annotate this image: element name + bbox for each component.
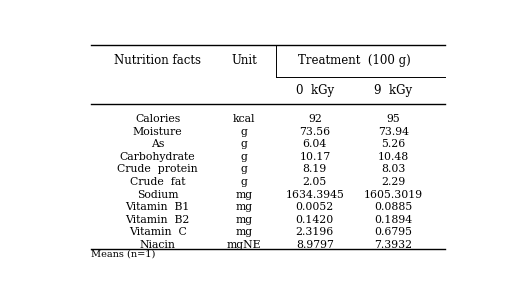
Text: 8.9797: 8.9797 <box>296 240 334 250</box>
Text: g: g <box>241 165 247 174</box>
Text: g: g <box>241 152 247 162</box>
Text: 0  kGy: 0 kGy <box>296 84 334 97</box>
Text: 0.0885: 0.0885 <box>374 202 413 212</box>
Text: Crude  fat: Crude fat <box>130 177 186 187</box>
Text: Means (n=1): Means (n=1) <box>91 249 155 259</box>
Text: 1634.3945: 1634.3945 <box>285 189 344 200</box>
Text: kcal: kcal <box>233 114 256 124</box>
Text: 8.19: 8.19 <box>303 165 327 174</box>
Text: 73.94: 73.94 <box>378 127 409 137</box>
Text: 1605.3019: 1605.3019 <box>364 189 423 200</box>
Text: g: g <box>241 127 247 137</box>
Text: 0.1894: 0.1894 <box>374 215 413 225</box>
Text: 0.1420: 0.1420 <box>296 215 334 225</box>
Text: 2.3196: 2.3196 <box>296 227 334 237</box>
Text: Moisture: Moisture <box>133 127 183 137</box>
Text: 95: 95 <box>386 114 401 124</box>
Text: Unit: Unit <box>231 54 257 67</box>
Text: g: g <box>241 177 247 187</box>
Text: mg: mg <box>236 202 252 212</box>
Text: mg: mg <box>236 227 252 237</box>
Text: Vitamin  B2: Vitamin B2 <box>126 215 190 225</box>
Text: 10.17: 10.17 <box>299 152 331 162</box>
Text: 5.26: 5.26 <box>381 139 406 149</box>
Text: 7.3932: 7.3932 <box>374 240 413 250</box>
Text: g: g <box>241 139 247 149</box>
Text: Niacin: Niacin <box>140 240 175 250</box>
Text: 8.03: 8.03 <box>381 165 406 174</box>
Text: 73.56: 73.56 <box>299 127 331 137</box>
Text: mg: mg <box>236 215 252 225</box>
Text: Treatment  (100 g): Treatment (100 g) <box>298 54 411 67</box>
Text: 2.05: 2.05 <box>303 177 327 187</box>
Text: Carbohydrate: Carbohydrate <box>120 152 196 162</box>
Text: Vitamin  C: Vitamin C <box>129 227 187 237</box>
Text: Crude  protein: Crude protein <box>117 165 198 174</box>
Text: mg: mg <box>236 189 252 200</box>
Text: 92: 92 <box>308 114 322 124</box>
Text: 9  kGy: 9 kGy <box>374 84 413 97</box>
Text: 6.04: 6.04 <box>303 139 327 149</box>
Text: 2.29: 2.29 <box>381 177 406 187</box>
Text: 0.0052: 0.0052 <box>296 202 334 212</box>
Text: Calories: Calories <box>135 114 180 124</box>
Text: Sodium: Sodium <box>137 189 178 200</box>
Text: 10.48: 10.48 <box>378 152 409 162</box>
Text: mgNE: mgNE <box>227 240 262 250</box>
Text: Vitamin  B1: Vitamin B1 <box>126 202 190 212</box>
Text: 0.6795: 0.6795 <box>375 227 412 237</box>
Text: As: As <box>151 139 164 149</box>
Text: Nutrition facts: Nutrition facts <box>114 54 201 67</box>
